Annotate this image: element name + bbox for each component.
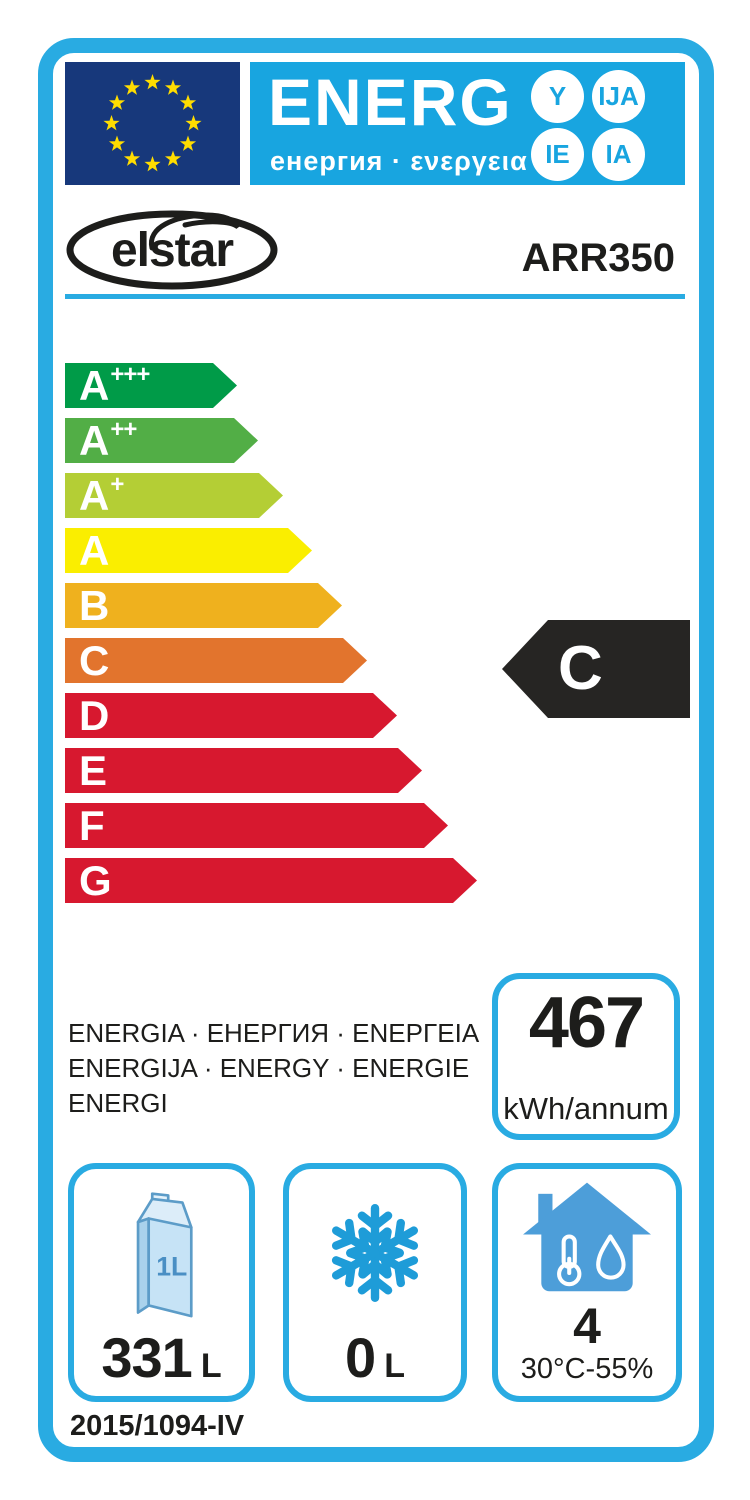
- snowflake-icon: [319, 1204, 431, 1315]
- annual-consumption-box: 467 kWh/annum: [492, 973, 680, 1140]
- rating-bar-e: E: [65, 748, 422, 793]
- label-border: [38, 38, 714, 1462]
- assigned-rating-letter: C: [558, 634, 603, 703]
- rating-bar-app: A ++: [65, 418, 258, 463]
- efficiency-scale: A +++ A ++ A + A B C D E F G: [65, 363, 477, 913]
- eu-flag-stars: [103, 74, 202, 172]
- language-suffix-badge-ija: IJA: [592, 70, 645, 123]
- rating-bar-appp: A +++: [65, 363, 237, 408]
- assigned-rating-arrow: C: [502, 620, 690, 718]
- brand-name: elstar: [111, 224, 233, 277]
- climate-class-box: 4 30°C-55%: [492, 1163, 682, 1402]
- energy-word-list: ENERGIA · ЕНЕРГИЯ · ΕΝΕΡΓΕΙΑ ENERGIJA · …: [68, 1016, 479, 1121]
- carton-capacity-label: 1L: [156, 1251, 187, 1281]
- climate-condition: 30°C-55%: [520, 1352, 654, 1385]
- energy-words-line2: ENERGIJA · ENERGY · ENERGIE: [68, 1053, 470, 1083]
- frozen-volume-unit: L: [384, 1347, 405, 1385]
- house-climate-icon: [523, 1182, 651, 1292]
- eu-flag-icon: [65, 62, 240, 185]
- annual-consumption-unit: kWh/annum: [503, 1091, 669, 1126]
- rating-bar-c: C: [65, 638, 367, 683]
- fresh-volume-value: 331: [101, 1326, 192, 1389]
- energy-words-line3: ENERGI: [68, 1088, 168, 1118]
- brand-logo: elstar: [65, 206, 280, 295]
- frozen-volume-box: 0 L: [283, 1163, 467, 1402]
- elstar-logo-icon: elstar: [66, 210, 278, 290]
- rating-bar-b: B: [65, 583, 342, 628]
- rating-bar-ap: A +: [65, 473, 283, 518]
- language-suffix-badge-ia: IA: [592, 128, 645, 181]
- header-divider: [65, 294, 685, 299]
- model-number: ARR350: [521, 236, 675, 280]
- fresh-volume-box: 1L 331 L: [68, 1163, 255, 1402]
- humidity-drop-icon: [596, 1234, 626, 1280]
- rating-bar-d: D: [65, 693, 397, 738]
- language-suffix-badge-ie: IE: [531, 128, 584, 181]
- climate-class-value: 4: [573, 1298, 601, 1355]
- fresh-volume-unit: L: [200, 1347, 222, 1385]
- energ-wordmark: ENERG: [268, 65, 513, 139]
- rating-bar-f: F: [65, 803, 448, 848]
- regulation-reference: 2015/1094-IV: [70, 1410, 245, 1442]
- energ-subtitle: енергия · ενεργεια: [270, 146, 528, 176]
- frozen-volume-value: 0: [345, 1326, 376, 1389]
- rating-bar-a: A: [65, 528, 312, 573]
- language-suffix-badge-y: Y: [531, 70, 584, 123]
- milk-carton-icon: 1L: [136, 1192, 193, 1318]
- thermometer-icon: [557, 1234, 582, 1287]
- annual-consumption-value: 467: [528, 983, 645, 1063]
- energy-words-line1: ENERGIA · ЕНЕРГИЯ · ΕΝΕΡΓΕΙΑ: [68, 1018, 480, 1048]
- energ-header: ENERG енергия · ενεργεια Y IJA IE IA: [250, 62, 685, 185]
- rating-bar-g: G: [65, 858, 477, 903]
